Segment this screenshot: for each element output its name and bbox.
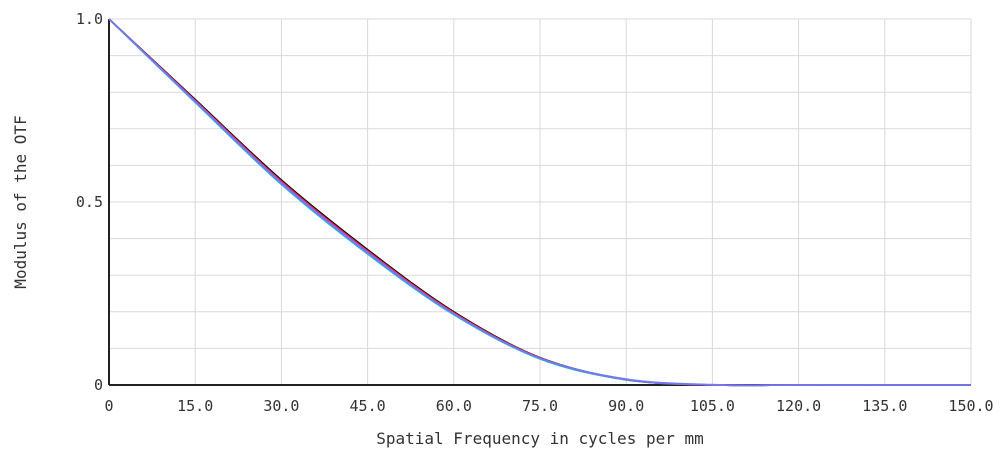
x-tick-label-4: 60.0 — [436, 397, 472, 415]
x-tick-labels: 0 15.0 30.0 45.0 60.0 75.0 90.0 105.0 120.0 135.0… — [104, 397, 993, 415]
x-tick-label-1: 15.0 — [177, 397, 213, 415]
series-line-5 — [108, 18, 971, 386]
series-group — [108, 18, 971, 387]
x-axis-title: Spatial Frequency in cycles per mm — [376, 429, 704, 448]
x-tick-label-5: 75.0 — [522, 397, 558, 415]
y-tick-labels: 0 0.5 1.0 — [76, 10, 103, 394]
grid — [108, 18, 972, 386]
x-tick-label-9: 135.0 — [862, 397, 907, 415]
y-tick-label-2: 1.0 — [76, 10, 103, 28]
x-tick-label-3: 45.0 — [350, 397, 386, 415]
y-axis-title: Modulus of the OTF — [11, 115, 30, 288]
x-tick-label-6: 90.0 — [608, 397, 644, 415]
x-tick-label-7: 105.0 — [690, 397, 735, 415]
y-tick-label-1: 0.5 — [76, 193, 103, 211]
x-tick-label-8: 120.0 — [776, 397, 821, 415]
y-tick-label-0: 0 — [94, 376, 103, 394]
x-tick-label-10: 150.0 — [948, 397, 993, 415]
x-tick-label-0: 0 — [104, 397, 113, 415]
x-tick-label-2: 30.0 — [263, 397, 299, 415]
